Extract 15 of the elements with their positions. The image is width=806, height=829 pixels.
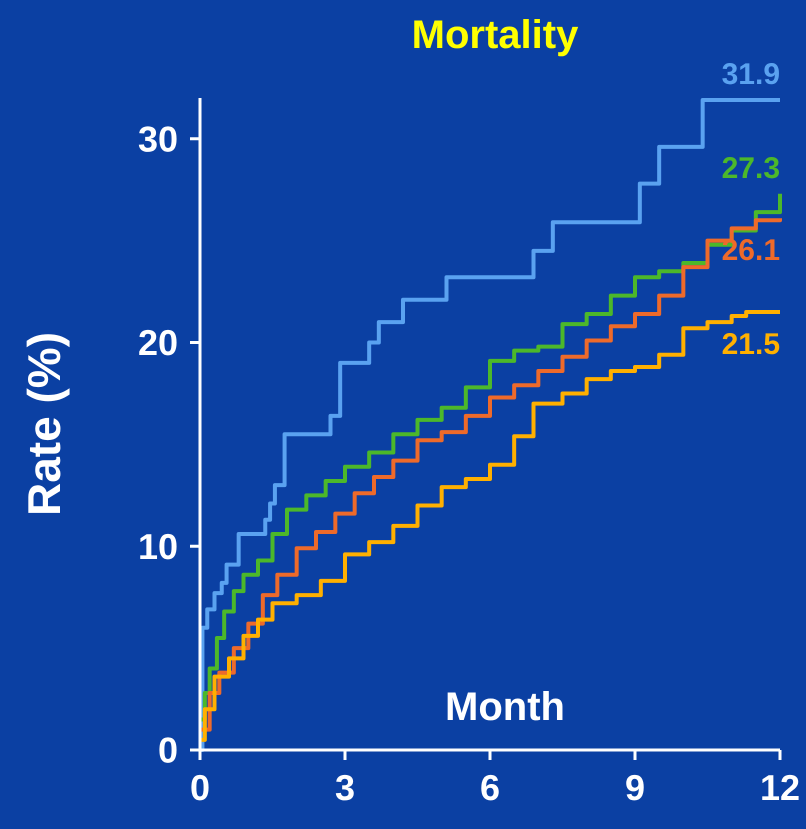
x-tick-label: 3	[334, 767, 356, 808]
x-tick-label: 0	[190, 767, 210, 808]
y-axis-title: Rate (%)	[18, 332, 70, 516]
y-tick-label: 10	[138, 526, 178, 567]
y-tick-label: 20	[138, 322, 178, 364]
y-tick-label: 30	[138, 118, 178, 160]
chart-title: Mortality	[412, 13, 580, 57]
x-axis-title: Month	[445, 685, 565, 729]
data-label: 31.9	[722, 58, 780, 92]
x-tick-label: 12	[760, 767, 800, 808]
y-tick-label: 0	[158, 730, 178, 771]
data-label: 27.3	[722, 152, 780, 185]
x-tick-label: 6	[480, 767, 500, 808]
data-label: 21.5	[722, 328, 780, 361]
x-tick-label: 9	[624, 767, 646, 808]
